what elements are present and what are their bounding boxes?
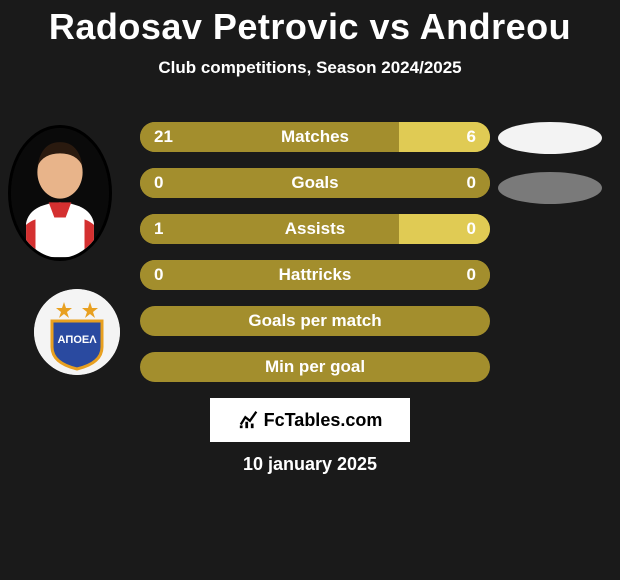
stat-label: Matches [140, 122, 490, 152]
svg-text:ΑΠΟΕΛ: ΑΠΟΕΛ [57, 334, 97, 346]
stat-bar-goals: 00Goals [140, 168, 490, 198]
brand-logo: FcTables.com [210, 398, 410, 442]
stat-bar-hattricks: 00Hattricks [140, 260, 490, 290]
stat-bar-min-per-goal: Min per goal [140, 352, 490, 382]
stats-bars: 216Matches 00Goals 10Assists 00Hattricks Goa… [140, 122, 490, 398]
date-label: 10 january 2025 [0, 454, 620, 475]
club-badge: ΑΠΟΕΛ [34, 289, 120, 375]
side-oval-1 [498, 122, 602, 154]
stat-bar-matches: 216Matches [140, 122, 490, 152]
stat-label: Goals [140, 168, 490, 198]
stat-label: Hattricks [140, 260, 490, 290]
subtitle: Club competitions, Season 2024/2025 [0, 58, 620, 78]
page-title: Radosav Petrovic vs Andreou [0, 0, 620, 48]
player-avatar [8, 125, 112, 261]
stat-bar-goals-per-match: Goals per match [140, 306, 490, 336]
avatar-column: ΑΠΟΕΛ [8, 125, 120, 375]
side-oval-2 [498, 172, 602, 204]
stat-label: Assists [140, 214, 490, 244]
stat-bar-assists: 10Assists [140, 214, 490, 244]
